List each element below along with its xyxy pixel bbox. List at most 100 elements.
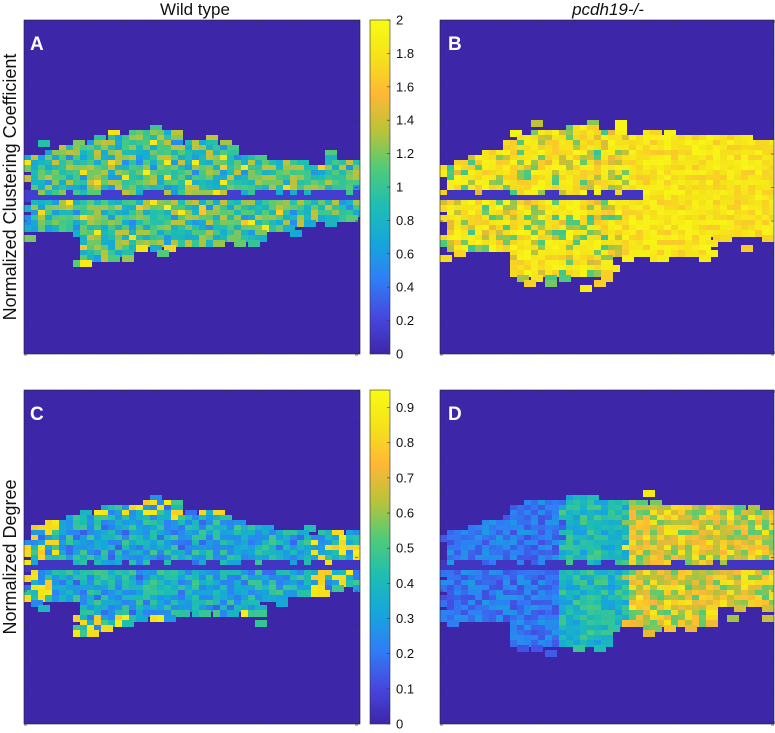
heatmap-cell [769, 170, 774, 177]
heatmap-cell [255, 170, 267, 177]
heatmap-cell [475, 555, 487, 562]
heatmap-cell [524, 600, 536, 607]
heatmap-cell [580, 580, 592, 587]
heatmap-cell [615, 250, 627, 257]
heatmap-cell [38, 585, 50, 592]
heatmap-cell [199, 150, 211, 157]
heatmap-cell [608, 180, 620, 187]
heatmap-cell [650, 550, 662, 557]
heatmap-cell [601, 535, 613, 542]
heatmap-cell [192, 525, 204, 532]
heatmap-cell [580, 635, 592, 642]
heatmap-cell [552, 610, 564, 617]
heatmap-cell [559, 260, 571, 267]
heatmap-cell [80, 240, 92, 247]
heatmap-cell [713, 205, 725, 212]
heatmap-cell [73, 585, 85, 592]
heatmap-cell [496, 550, 508, 557]
heatmap-cell [311, 545, 323, 552]
heatmap-cell [136, 200, 148, 207]
heatmap-cell [73, 550, 85, 557]
heatmap-cell [325, 205, 337, 212]
heatmap-cell [664, 555, 676, 562]
heatmap-cell [115, 605, 127, 612]
heatmap-cell [59, 540, 71, 547]
heatmap-cell [720, 145, 732, 152]
heatmap-cell [636, 530, 648, 537]
heatmap-cell [692, 515, 704, 522]
heatmap-cell [59, 170, 71, 177]
panel-b-heatmap [440, 120, 774, 292]
heatmap-cell [678, 220, 690, 227]
heatmap-cell [311, 540, 323, 547]
heatmap-cell [552, 605, 564, 612]
column-title-pcdh19: pcdh19-/- [571, 0, 644, 19]
heatmap-cell [601, 640, 613, 647]
heatmap-cell [157, 145, 169, 152]
heatmap-cell [31, 560, 43, 567]
heatmap-cell [213, 590, 225, 597]
heatmap-cell [122, 590, 134, 597]
heatmap-cell [178, 240, 190, 247]
heatmap-cell [769, 580, 774, 587]
heatmap-cell [524, 250, 536, 257]
heatmap-cell [601, 585, 613, 592]
heatmap-cell [734, 535, 746, 542]
heatmap-cell [622, 230, 634, 237]
heatmap-cell [80, 260, 92, 267]
heatmap-cell [38, 140, 50, 147]
heatmap-cell [178, 565, 190, 572]
heatmap-cell [199, 600, 211, 607]
heatmap-cell [269, 595, 281, 602]
heatmap-cell [741, 160, 753, 167]
heatmap-cell [164, 140, 176, 147]
heatmap-cell [311, 590, 323, 597]
heatmap-cell [164, 550, 176, 557]
heatmap-cell [622, 170, 634, 177]
heatmap-cell [241, 200, 253, 207]
heatmap-cell [587, 625, 599, 632]
heatmap-cell [73, 540, 85, 547]
heatmap-cell [769, 205, 774, 212]
heatmap-cell [304, 220, 316, 227]
heatmap-cell [468, 225, 480, 232]
heatmap-cell [566, 265, 578, 272]
heatmap-cell [171, 130, 183, 137]
heatmap-cell [587, 530, 599, 537]
heatmap-cell [255, 195, 267, 202]
heatmap-cell [594, 280, 606, 287]
heatmap-cell [587, 205, 599, 212]
heatmap-cell [66, 550, 78, 557]
heatmap-cell [566, 500, 578, 507]
heatmap-cell [164, 555, 176, 562]
heatmap-cell [727, 150, 739, 157]
heatmap-cell [199, 535, 211, 542]
heatmap-cell [692, 135, 704, 142]
heatmap-cell [461, 530, 473, 537]
heatmap-cell [269, 200, 281, 207]
heatmap-cell [440, 215, 452, 222]
heatmap-cell [594, 215, 606, 222]
heatmap-cell [741, 580, 753, 587]
heatmap-cell [741, 570, 753, 577]
heatmap-cell [629, 505, 641, 512]
heatmap-cell [580, 535, 592, 542]
heatmap-cell [311, 195, 323, 202]
heatmap-cell [762, 545, 774, 552]
heatmap-cell [538, 510, 550, 517]
heatmap-cell [255, 535, 267, 542]
heatmap-cell [580, 545, 592, 552]
heatmap-cell [587, 125, 599, 132]
heatmap-cell [220, 155, 232, 162]
heatmap-cell [108, 550, 120, 557]
heatmap-cell [206, 605, 218, 612]
heatmap-cell [671, 560, 683, 567]
heatmap-cell [573, 195, 585, 202]
heatmap-cell [678, 515, 690, 522]
heatmap-cell [559, 240, 571, 247]
heatmap-cell [227, 150, 239, 157]
heatmap-cell [552, 535, 564, 542]
heatmap-cell [45, 225, 57, 232]
heatmap-cell [115, 210, 127, 217]
heatmap-cell [566, 565, 578, 572]
